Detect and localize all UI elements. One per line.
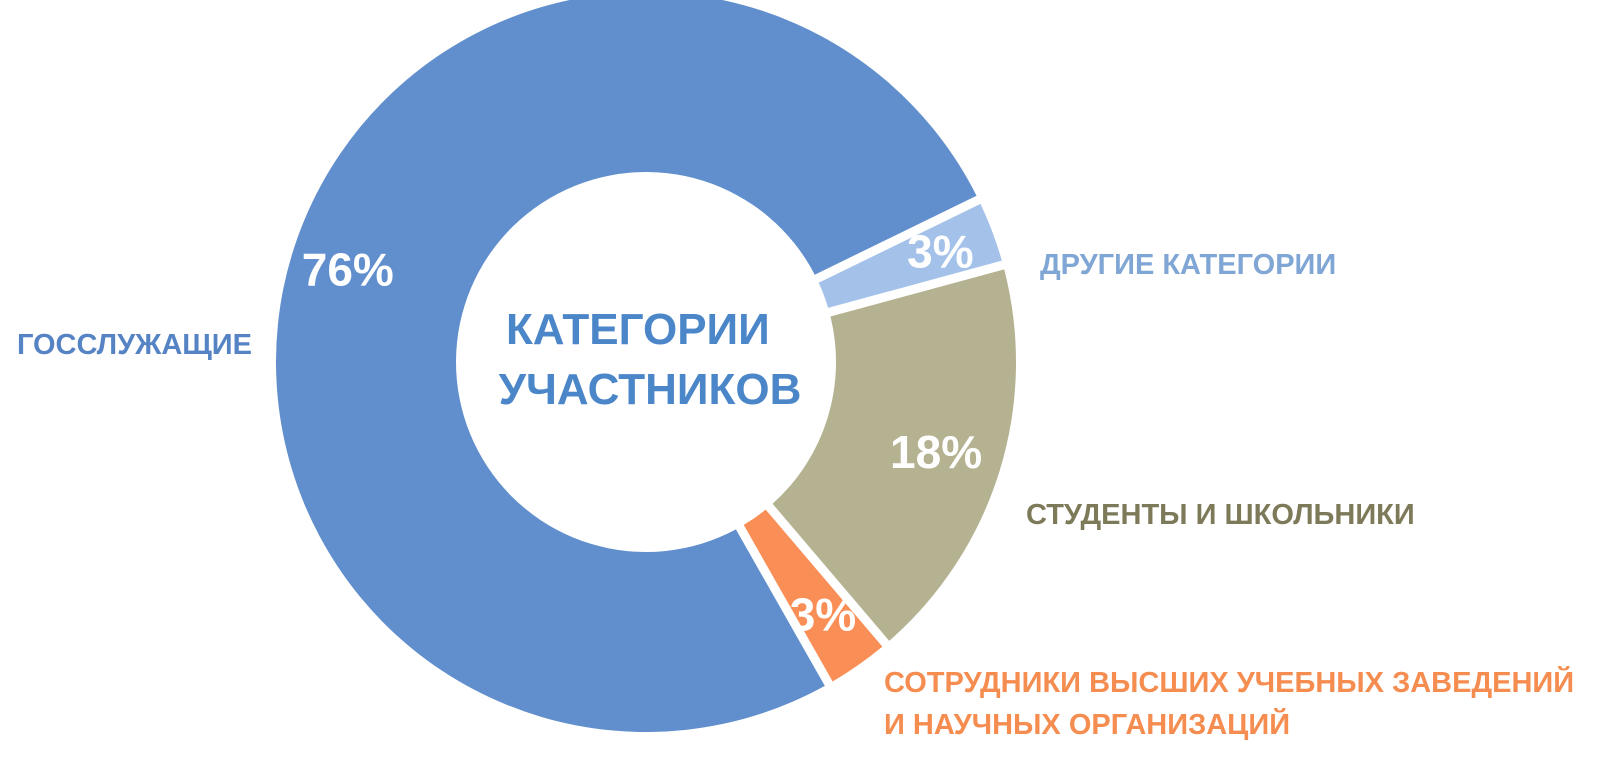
slice-value-label: 3% <box>907 225 973 277</box>
slice-category-label-line: И НАУЧНЫХ ОРГАНИЗАЦИЙ <box>884 707 1290 741</box>
slice-category-label-line: СТУДЕНТЫ И ШКОЛЬНИКИ <box>1026 499 1415 531</box>
slice-category-label: ДРУГИЕ КАТЕГОРИИ <box>1040 249 1336 281</box>
donut-slice <box>772 269 1016 641</box>
slice-category-label-line: СОТРУДНИКИ ВЫСШИХ УЧЕБНЫХ ЗАВЕДЕНИЙ <box>884 665 1574 699</box>
donut-slice <box>743 509 883 682</box>
slice-value-label: 76% <box>302 244 394 296</box>
donut-slice <box>276 0 977 732</box>
center-title: КАТЕГОРИИ УЧАСТНИКОВ <box>499 305 802 414</box>
slice-category-label-line: ГОССЛУЖАЩИЕ <box>17 329 252 361</box>
center-title-line-2: УЧАСТНИКОВ <box>499 365 802 414</box>
slice-category-label: СТУДЕНТЫ И ШКОЛЬНИКИ <box>1026 499 1415 531</box>
donut-slice <box>818 203 1002 308</box>
slice-category-label: ГОССЛУЖАЩИЕ <box>17 329 252 361</box>
slice-value-label: 18% <box>890 426 982 478</box>
slice-value-label: 3% <box>790 589 856 641</box>
center-title-line-1: КАТЕГОРИИ <box>506 305 770 354</box>
slice-category-label: СОТРУДНИКИ ВЫСШИХ УЧЕБНЫХ ЗАВЕДЕНИЙ И НАУ… <box>884 665 1574 741</box>
slice-category-label-line: ДРУГИЕ КАТЕГОРИИ <box>1040 249 1336 281</box>
